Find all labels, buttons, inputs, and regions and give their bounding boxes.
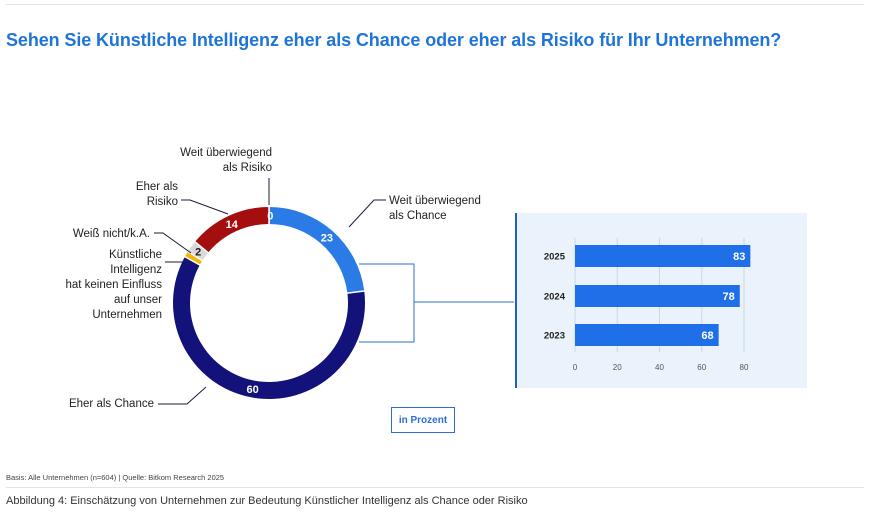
- donut-slice-3-separator: [183, 255, 202, 267]
- label-risk-far-line1: Weit überwiegend: [180, 147, 272, 159]
- bar-chart: 0 20 40 60 80 2025 83 2024 78 2023 68: [544, 238, 751, 372]
- label-dontknow: Weiß nicht/k.A.: [72, 228, 150, 240]
- bar-tick-label-80: 80: [740, 363, 749, 372]
- bar-value-label-2025: 83: [733, 251, 745, 263]
- donut-slice-5-separator: [193, 240, 210, 254]
- donut-slice-2-value-label: 60: [246, 384, 258, 396]
- donut-slice-3: [184, 251, 203, 265]
- donut-chart: 23 60 2 14 0: [172, 206, 366, 400]
- bar-category-label-2023: 2023: [544, 331, 565, 342]
- label-chance-far: Weit überwiegend als Chance: [389, 194, 481, 224]
- leader-line-6: [158, 386, 207, 405]
- top-rule: [6, 4, 864, 5]
- bar-2024: [575, 285, 740, 307]
- bar-value-label-2023: 68: [701, 330, 713, 342]
- leader-line-7: [359, 263, 415, 343]
- label-noimpact-line3: hat keinen Einfluss: [65, 279, 162, 291]
- leader-line-2: [181, 199, 229, 215]
- label-noimpact-line2: Intelligenz: [110, 264, 162, 276]
- label-chance: Eher als Chance: [68, 398, 154, 410]
- bar-category-label-2025: 2025: [544, 252, 566, 263]
- source-note: Basis: Alle Unternehmen (n=604) | Quelle…: [6, 473, 225, 482]
- leader-line-3: [154, 232, 192, 254]
- figure-caption: Abbildung 4: Einschätzung von Unternehme…: [6, 495, 528, 507]
- label-risk-line2: Risiko: [146, 196, 178, 208]
- label-noimpact: Künstliche Intelligenz hat keinen Einflu…: [40, 248, 162, 323]
- label-risk: Eher als Risiko: [100, 180, 178, 210]
- label-chance-far-line1: Weit überwiegend: [389, 195, 481, 207]
- bar-tick-label-20: 20: [613, 363, 622, 372]
- donut-slice-5: [195, 207, 269, 253]
- donut-slice-4: [187, 241, 209, 261]
- unit-label: in Prozent: [391, 407, 455, 433]
- donut-slice-4-value-label: 2: [195, 247, 201, 259]
- label-risk-far-line2: als Risiko: [222, 162, 272, 174]
- donut-slice-1-value-label: 23: [321, 232, 333, 244]
- donut-slice-6-value-label: 0: [267, 211, 273, 223]
- donut-slice-5-value-label: 14: [226, 219, 239, 231]
- donut-slice-2: [172, 256, 365, 400]
- bar-tick-label-60: 60: [697, 363, 706, 372]
- chart-title: Sehen Sie Künstliche Intelligenz eher al…: [6, 30, 782, 50]
- bar-category-label-2024: 2024: [544, 292, 566, 303]
- trend-panel-axis-line: [515, 213, 517, 388]
- donut-slice-2-separator: [346, 290, 366, 294]
- bar-2025: [575, 245, 751, 267]
- bar-tick-label-40: 40: [655, 363, 664, 372]
- label-risk-far: Weit überwiegend als Risiko: [150, 146, 272, 176]
- label-noimpact-line4: auf unser: [114, 294, 162, 306]
- label-chance-far-line2: als Chance: [389, 210, 447, 222]
- label-risk-line1: Eher als: [135, 181, 178, 193]
- label-noimpact-line5: Unternehmen: [92, 309, 162, 321]
- leader-line-5: [348, 199, 386, 228]
- bar-tick-label-0: 0: [573, 363, 578, 372]
- donut-slice-1: [269, 207, 365, 294]
- label-noimpact-line1: Künstliche: [108, 249, 162, 261]
- bar-value-label-2024: 78: [723, 291, 735, 303]
- bottom-rule: [6, 487, 864, 488]
- leader-lines: [154, 178, 514, 405]
- bar-2023: [575, 324, 719, 346]
